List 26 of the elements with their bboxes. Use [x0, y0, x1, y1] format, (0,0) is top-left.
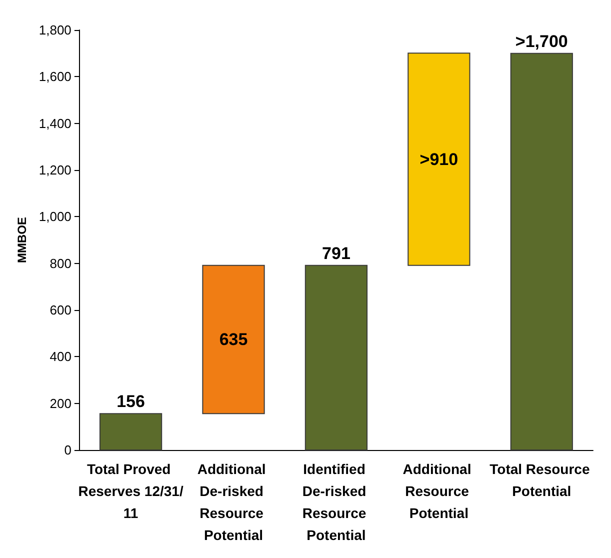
- x-tick-label: Total Proved Reserves 12/31/11: [78, 461, 184, 521]
- data-label: 635: [219, 330, 248, 350]
- y-tick-label: 600: [50, 302, 72, 318]
- y-tick-label: 0: [64, 442, 72, 458]
- bar: [202, 264, 265, 414]
- y-tick-label: 800: [50, 256, 72, 271]
- bar: [408, 52, 470, 266]
- y-tick-label: 1,200: [38, 162, 72, 178]
- x-tick-label: Additional Resource Potential: [402, 461, 476, 521]
- bar: [304, 264, 368, 450]
- bar: [99, 413, 162, 450]
- y-axis-title: MMBOE: [15, 217, 29, 263]
- y-tick-label: 1,600: [38, 69, 72, 84]
- bar: [510, 52, 573, 450]
- x-tick-label: Total Resource Potential: [490, 461, 594, 499]
- data-label: 156: [116, 392, 145, 412]
- y-tick-label: 1,800: [38, 22, 72, 38]
- x-tick-label: Identified De-risked Resource Potential: [302, 461, 370, 543]
- data-label: >1,700: [515, 32, 568, 51]
- y-tick-label: 200: [50, 396, 72, 411]
- y-tick-label: 400: [50, 349, 72, 364]
- y-tick-label: 1,400: [38, 116, 72, 131]
- data-label: >910: [420, 150, 458, 169]
- y-tick-label: 1,000: [38, 209, 72, 224]
- x-tick-label: Additional De-risked Resource Potential: [197, 461, 270, 543]
- data-label: 791: [322, 244, 350, 263]
